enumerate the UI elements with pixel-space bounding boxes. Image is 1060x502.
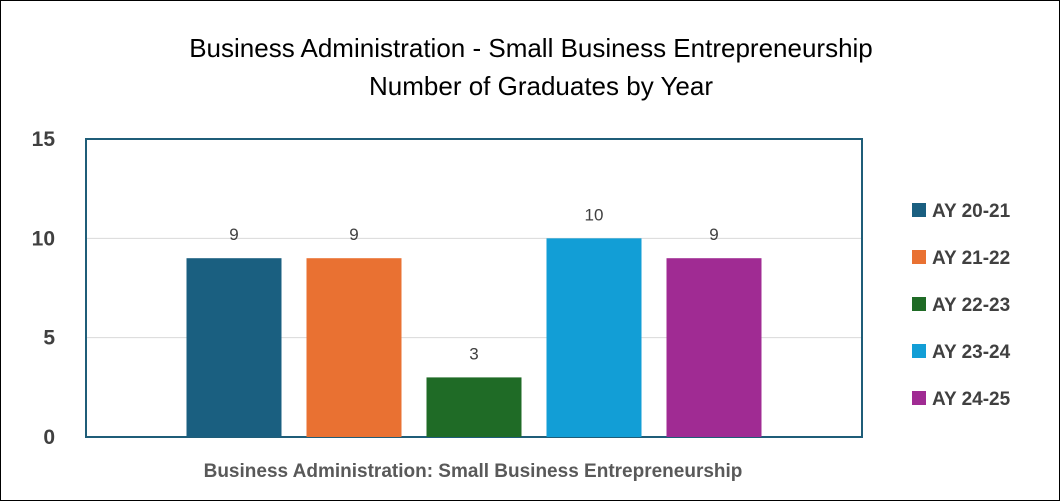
legend: AY 20-21 AY 21-22 AY 22-23 AY 23-24 AY 24-25 xyxy=(912,201,1011,410)
data-label-ay-20-21: 9 xyxy=(229,225,238,244)
bar-ay-21-22 xyxy=(306,258,402,437)
legend-swatch-ay-24-25 xyxy=(912,391,926,405)
legend-label-ay-20-21: AY 20-21 xyxy=(932,201,1011,222)
legend-swatch-ay-22-23 xyxy=(912,297,926,311)
legend-label-ay-23-24: AY 23-24 xyxy=(932,342,1011,363)
bar-ay-23-24 xyxy=(546,238,642,437)
y-tick-label-10: 10 xyxy=(32,227,55,250)
data-labels-group: 9 9 3 10 9 xyxy=(229,205,718,363)
y-axis-ticks: 0 5 10 15 xyxy=(32,128,56,449)
chart-title-line1: Business Administration - Small Business… xyxy=(189,33,873,63)
bars-group xyxy=(186,238,762,437)
legend-label-ay-22-23: AY 22-23 xyxy=(932,295,1010,316)
bar-ay-20-21 xyxy=(186,258,282,437)
legend-label-ay-21-22: AY 21-22 xyxy=(932,248,1010,269)
data-label-ay-24-25: 9 xyxy=(709,225,718,244)
y-tick-label-0: 0 xyxy=(43,426,55,449)
legend-swatch-ay-20-21 xyxy=(912,203,926,217)
legend-swatch-ay-23-24 xyxy=(912,344,926,358)
x-axis-label: Business Administration: Small Business … xyxy=(204,461,743,482)
bar-ay-22-23 xyxy=(426,377,522,437)
legend-label-ay-24-25: AY 24-25 xyxy=(932,389,1011,410)
bar-ay-24-25 xyxy=(666,258,762,437)
chart-title-line2: Number of Graduates by Year xyxy=(369,71,713,101)
data-label-ay-22-23: 3 xyxy=(469,344,478,363)
data-label-ay-21-22: 9 xyxy=(349,225,358,244)
legend-swatch-ay-21-22 xyxy=(912,250,926,264)
y-tick-label-5: 5 xyxy=(43,327,55,350)
y-tick-label-15: 15 xyxy=(32,128,56,151)
data-label-ay-23-24: 10 xyxy=(585,205,604,224)
